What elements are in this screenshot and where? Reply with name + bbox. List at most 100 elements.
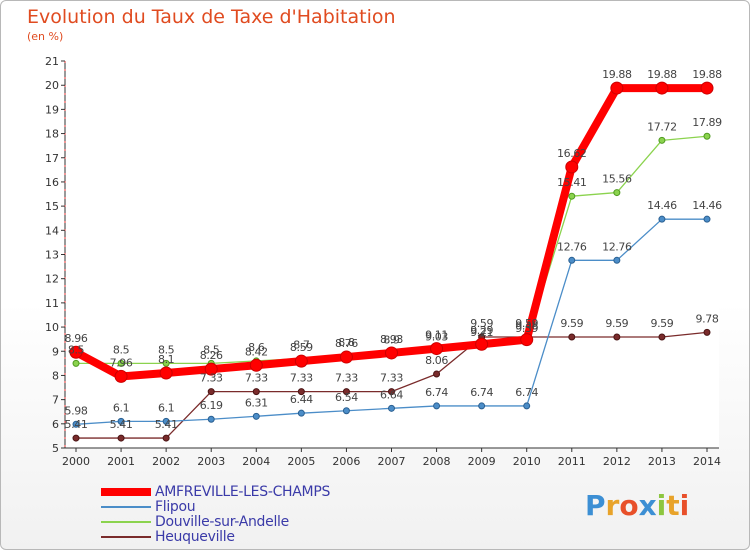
x-tick-label: 2001 (107, 455, 135, 468)
data-label: 7.96 (110, 356, 133, 369)
series-point (342, 407, 350, 415)
series-point (565, 160, 579, 174)
data-label: 7.33 (290, 372, 313, 385)
series-point (297, 388, 305, 396)
data-label: 8.1 (158, 353, 174, 366)
y-tick-label: 6 (52, 418, 59, 431)
data-label: 12.76 (602, 240, 632, 253)
legend-swatch (101, 488, 151, 496)
series-point (159, 366, 173, 380)
series-point (162, 417, 170, 425)
series-point (568, 192, 576, 200)
series-point (520, 333, 534, 347)
series-point (294, 354, 308, 368)
y-axis-unit: (en %) (27, 30, 64, 43)
data-label: 5.98 (65, 404, 88, 417)
series-point (658, 333, 666, 341)
data-label: 6.64 (380, 388, 403, 401)
data-label: 9.29 (470, 324, 493, 337)
y-tick-label: 21 (45, 55, 59, 68)
series-point (252, 412, 260, 420)
data-label: 9.59 (560, 317, 583, 330)
data-label: 8.96 (65, 332, 88, 345)
series-point (385, 346, 398, 360)
series-point (117, 359, 125, 367)
y-tick-label: 19 (45, 103, 59, 116)
data-label: 6.74 (470, 386, 493, 399)
data-label: 6.54 (335, 391, 358, 404)
data-label: 12.76 (557, 240, 587, 253)
legend-item: Heuqueville (101, 529, 421, 545)
series-point (433, 402, 441, 410)
data-label: 16.62 (557, 147, 587, 160)
y-tick-label: 8 (52, 369, 59, 382)
series-point (433, 370, 441, 378)
data-label: 6.19 (200, 399, 223, 412)
legend-swatch (101, 506, 151, 508)
data-label: 8.9 (383, 334, 400, 347)
data-label: 7.33 (200, 372, 223, 385)
y-tick-label: 7 (52, 394, 59, 407)
legend-label: AMFREVILLE-LES-CHAMPS (155, 484, 331, 500)
series-point (613, 189, 621, 197)
data-label: 6.1 (158, 401, 174, 414)
series-point (204, 362, 218, 376)
legend-item: Flipou (101, 499, 421, 515)
data-label: 14.46 (647, 199, 677, 212)
series-point (613, 256, 621, 264)
series-point (703, 328, 711, 336)
series-point (249, 358, 263, 372)
series-point (523, 402, 531, 410)
x-tick-label: 2004 (242, 455, 270, 468)
y-tick-label: 17 (45, 152, 59, 165)
series-point (117, 417, 125, 425)
proxiti-logo: Proxiti (585, 489, 689, 522)
series-point (342, 388, 350, 396)
data-label: 17.89 (692, 116, 722, 129)
series-point (207, 388, 215, 396)
x-tick-label: 2013 (648, 455, 676, 468)
data-label: 8.8 (338, 336, 355, 349)
legend-item: Douville-sur-Andelle (101, 514, 421, 530)
series-point (207, 415, 215, 423)
data-label: 7.33 (245, 372, 268, 385)
x-tick-label: 2011 (558, 455, 586, 468)
x-tick-label: 2014 (693, 455, 721, 468)
data-label: 6.31 (245, 396, 268, 409)
data-label: 8.5 (158, 343, 175, 356)
data-label: 9.78 (696, 312, 719, 325)
data-label: 8.26 (200, 349, 223, 362)
data-label: 8.42 (245, 345, 268, 358)
data-label: 9.21 (470, 326, 493, 339)
data-label: 5.41 (155, 418, 178, 431)
x-tick-label: 2008 (423, 455, 451, 468)
logo-letter: P (585, 489, 606, 522)
data-label: 9.59 (470, 317, 493, 330)
legend-swatch (101, 521, 151, 523)
chart-title: Evolution du Taux de Taxe d'Habitation (27, 6, 396, 28)
data-label: 8.76 (335, 337, 358, 350)
y-tick-label: 20 (45, 79, 59, 92)
series-point (72, 420, 80, 428)
data-label: 6.74 (515, 386, 538, 399)
series-point (430, 342, 444, 356)
x-tick-label: 2009 (468, 455, 496, 468)
y-tick-label: 5 (52, 442, 59, 455)
y-tick-label: 11 (45, 297, 59, 310)
data-label: 8.6 (248, 341, 265, 354)
data-label: 15.56 (602, 173, 632, 186)
data-label: 9.39 (515, 322, 538, 335)
data-label: 19.88 (602, 68, 632, 81)
y-tick-label: 14 (45, 224, 59, 237)
data-label: 5.41 (65, 418, 88, 431)
series-point (388, 388, 395, 396)
series-point (72, 434, 80, 442)
data-label: 6.44 (290, 393, 313, 406)
legend-item: AMFREVILLE-LES-CHAMPS (101, 484, 421, 500)
y-tick-label: 13 (45, 249, 59, 262)
y-tick-label: 16 (45, 176, 59, 189)
x-tick-label: 2002 (152, 455, 180, 468)
y-tick-label: 10 (45, 321, 59, 334)
